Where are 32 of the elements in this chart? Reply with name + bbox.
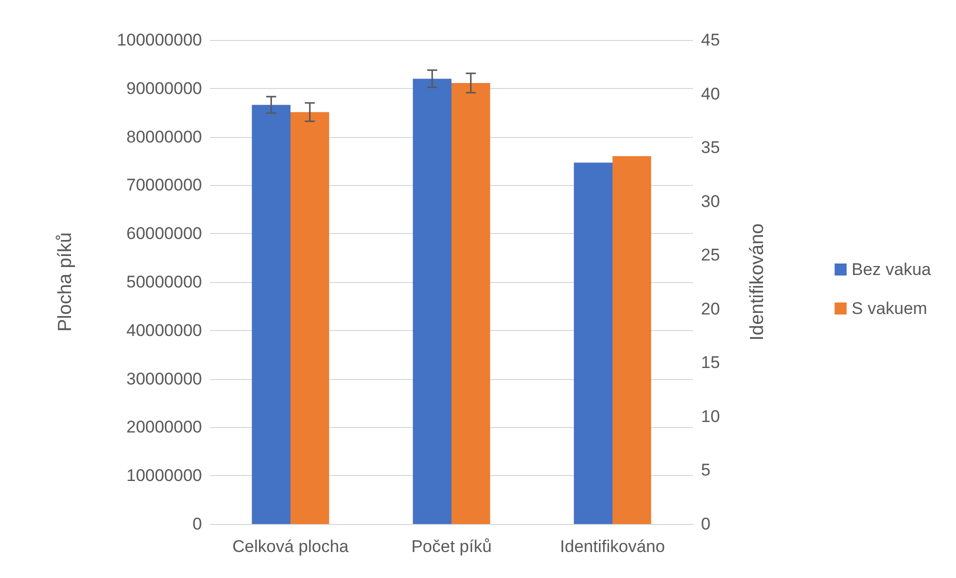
y2-tick-label: 0	[701, 514, 710, 534]
y-tick-label: 80000000	[126, 127, 202, 146]
y-tick-label: 30000000	[126, 369, 202, 388]
bar	[612, 156, 652, 524]
x-tick-label: Celková plocha	[232, 537, 350, 556]
x-tick-label: Identifikováno	[560, 537, 665, 556]
y-tick-label: 40000000	[126, 320, 202, 340]
y-tick-label: 60000000	[126, 224, 202, 244]
y-tick-label: 20000000	[126, 418, 202, 437]
y2-tick-label: 45	[701, 30, 720, 50]
y-tick-label: 100000000	[116, 30, 202, 50]
y2-tick-label: 5	[701, 460, 710, 480]
y2-tick-label: 35	[701, 138, 720, 158]
y2-tick-label: 30	[701, 192, 720, 211]
y2-tick-label: 40	[701, 84, 720, 104]
y2-tick-label: 10	[701, 406, 720, 426]
y2-tick-label: 25	[701, 246, 720, 265]
y2-axis-title: Identifikováno	[747, 223, 768, 341]
legend-label: Bez vakua	[852, 260, 932, 279]
bar	[452, 83, 490, 524]
y2-tick-label: 15	[701, 353, 720, 372]
y-tick-label: 90000000	[126, 78, 202, 98]
legend-label: S vakuem	[852, 299, 928, 318]
y-axis-title: Plocha píků	[55, 232, 76, 332]
y-tick-label: 50000000	[126, 272, 202, 292]
y-tick-label: 10000000	[126, 466, 202, 486]
y-tick-label: 0	[192, 514, 202, 534]
bar	[412, 78, 452, 524]
y-tick-label: 70000000	[126, 176, 202, 195]
x-tick-label: Počet píků	[411, 537, 492, 556]
bar	[574, 162, 612, 524]
y2-tick-label: 20	[701, 299, 720, 318]
